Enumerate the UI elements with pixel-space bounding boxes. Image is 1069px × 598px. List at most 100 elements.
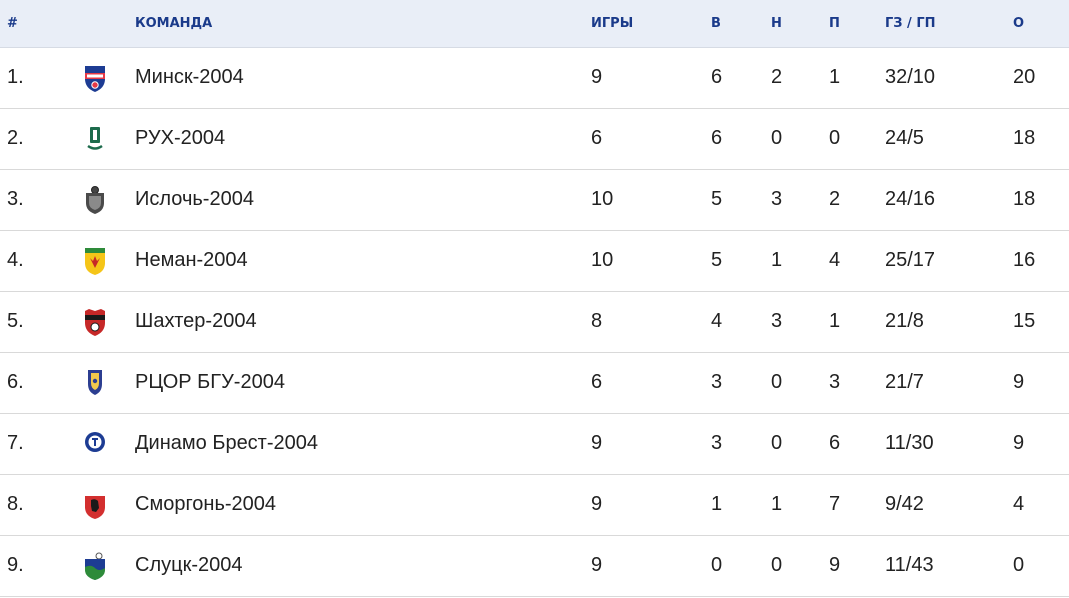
points-cell: 9 [1013,413,1069,475]
team-link[interactable]: Сморгонь-2004 [135,474,591,536]
rukh-crest-icon [83,124,107,154]
smorgon-crest-icon [83,490,107,520]
draws-cell: 2 [771,47,829,109]
losses-cell: 7 [829,474,885,536]
table-row: 1. Минск-2004 9 6 2 1 32/10 20 [0,47,1069,109]
team-link[interactable]: Неман-2004 [135,230,591,292]
games-cell: 6 [591,108,711,170]
wins-cell: 5 [711,169,771,231]
header-goals: ГЗ / ГП [885,0,1013,48]
header-draws: Н [771,0,829,48]
points-cell: 9 [1013,352,1069,414]
losses-cell: 1 [829,291,885,353]
table-row: 8. Сморгонь-2004 9 1 1 7 9/42 4 [0,474,1069,536]
header-wins: В [711,0,771,48]
row-position: 9. [0,535,73,597]
shakhtyor-crest-icon [83,307,107,337]
draws-cell: 1 [771,230,829,292]
table-row: 2. РУХ-2004 6 6 0 0 24/5 18 [0,108,1069,170]
points-cell: 16 [1013,230,1069,292]
rcor-bgu-crest-icon [83,368,107,398]
points-cell: 18 [1013,169,1069,231]
games-cell: 9 [591,47,711,109]
draws-cell: 1 [771,474,829,536]
draws-cell: 0 [771,352,829,414]
games-cell: 10 [591,169,711,231]
games-cell: 6 [591,352,711,414]
losses-cell: 9 [829,535,885,597]
table-row: 5. Шахтер-2004 8 4 3 1 21/8 15 [0,291,1069,353]
row-position: 8. [0,474,73,536]
games-cell: 10 [591,230,711,292]
wins-cell: 4 [711,291,771,353]
team-link[interactable]: Ислочь-2004 [135,169,591,231]
table-row: 9. Слуцк-2004 9 0 0 9 11/43 0 [0,535,1069,597]
games-cell: 9 [591,474,711,536]
table-row: 4. Неман-2004 10 5 1 4 25/17 16 [0,230,1069,292]
team-link[interactable]: Слуцк-2004 [135,535,591,597]
goals-cell: 21/8 [885,291,1013,353]
dinamo-brest-crest-icon [83,429,107,459]
games-cell: 8 [591,291,711,353]
points-cell: 18 [1013,108,1069,170]
row-position: 5. [0,291,73,353]
row-position: 7. [0,413,73,475]
header-row: # КОМАНДА ИГРЫ В Н П ГЗ / ГП О [0,0,1069,48]
neman-crest-icon [83,246,107,276]
losses-cell: 2 [829,169,885,231]
isloch-crest-icon [83,185,107,215]
header-team: КОМАНДА [135,0,591,48]
wins-cell: 0 [711,535,771,597]
team-link[interactable]: РУХ-2004 [135,108,591,170]
header-logo-spacer [73,0,135,48]
losses-cell: 3 [829,352,885,414]
points-cell: 15 [1013,291,1069,353]
draws-cell: 0 [771,108,829,170]
goals-cell: 21/7 [885,352,1013,414]
draws-cell: 0 [771,413,829,475]
team-link[interactable]: Динамо Брест-2004 [135,413,591,475]
header-games: ИГРЫ [591,0,711,48]
wins-cell: 5 [711,230,771,292]
points-cell: 0 [1013,535,1069,597]
goals-cell: 24/16 [885,169,1013,231]
header-position: # [0,0,73,48]
table-header: # КОМАНДА ИГРЫ В Н П ГЗ / ГП О [0,0,1069,48]
wins-cell: 6 [711,47,771,109]
team-link[interactable]: РЦОР БГУ-2004 [135,352,591,414]
row-position: 1. [0,47,73,109]
team-link[interactable]: Шахтер-2004 [135,291,591,353]
losses-cell: 4 [829,230,885,292]
row-position: 6. [0,352,73,414]
table-row: 3. Ислочь-2004 10 5 3 2 24/16 18 [0,169,1069,231]
minsk-crest-icon [83,63,107,93]
wins-cell: 1 [711,474,771,536]
wins-cell: 3 [711,413,771,475]
goals-cell: 32/10 [885,47,1013,109]
goals-cell: 24/5 [885,108,1013,170]
table-row: 7. Динамо Брест-2004 9 3 0 6 11/30 9 [0,413,1069,475]
header-losses: П [829,0,885,48]
row-position: 4. [0,230,73,292]
points-cell: 20 [1013,47,1069,109]
slutsk-crest-icon [83,551,107,581]
goals-cell: 9/42 [885,474,1013,536]
goals-cell: 11/30 [885,413,1013,475]
games-cell: 9 [591,535,711,597]
draws-cell: 3 [771,291,829,353]
draws-cell: 3 [771,169,829,231]
row-position: 2. [0,108,73,170]
losses-cell: 6 [829,413,885,475]
wins-cell: 6 [711,108,771,170]
table-row: 6. РЦОР БГУ-2004 6 3 0 3 21/7 9 [0,352,1069,414]
team-link[interactable]: Минск-2004 [135,47,591,109]
losses-cell: 0 [829,108,885,170]
row-position: 3. [0,169,73,231]
goals-cell: 11/43 [885,535,1013,597]
goals-cell: 25/17 [885,230,1013,292]
draws-cell: 0 [771,535,829,597]
losses-cell: 1 [829,47,885,109]
points-cell: 4 [1013,474,1069,536]
wins-cell: 3 [711,352,771,414]
